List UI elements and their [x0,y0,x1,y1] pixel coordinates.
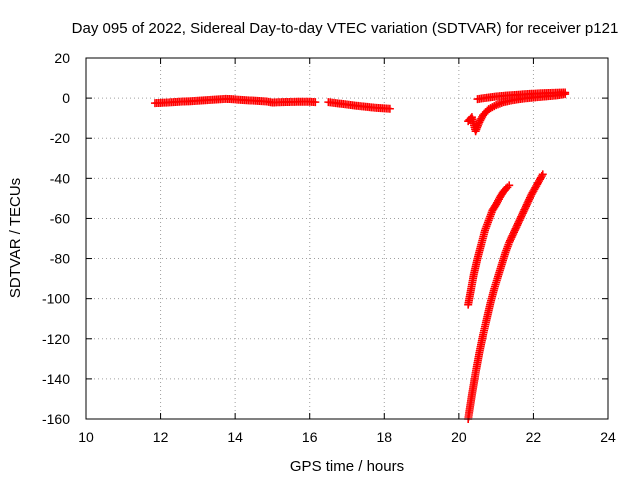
data-point [477,114,486,123]
x-tick-label: 24 [600,429,616,445]
y-tick-label: -80 [50,251,70,267]
x-tick-label: 12 [153,429,169,445]
y-tick-labels: 20 0 -20 -40 -60 -80 -100 -120 -140 -160 [42,50,70,427]
chart-title: Day 095 of 2022, Sidereal Day-to-day VTE… [72,20,619,37]
y-axis-label: SDTVAR / TECUs [7,178,24,298]
axis-ticks [85,57,609,420]
data-point [476,116,485,125]
x-tick-label: 16 [302,429,318,445]
data-point [492,200,501,209]
y-tick-label: 0 [62,90,70,106]
y-tick-label: -100 [42,291,70,307]
data-point [493,198,502,207]
series-2 [324,98,394,113]
grid [86,58,608,419]
x-tick-label: 14 [227,429,243,445]
data-point [561,88,570,97]
data-point [475,118,484,127]
series-5 [464,170,547,423]
y-tick-label: -160 [42,411,70,427]
y-tick-label: -60 [50,210,70,226]
data-point [494,196,503,205]
y-tick-label: -40 [50,170,70,186]
x-tick-label: 18 [376,429,392,445]
series-3 [464,88,570,136]
y-tick-label: -140 [42,371,70,387]
data-point [385,104,394,113]
x-tick-labels: 10 12 14 16 18 20 22 24 [78,429,616,445]
series-1 [150,94,320,108]
data-point [538,170,547,179]
x-tick-label: 10 [78,429,94,445]
plot-frame [85,57,609,420]
data-point [505,181,514,190]
y-tick-label: -120 [42,331,70,347]
y-tick-label: -20 [50,130,70,146]
data-series [150,88,570,423]
y-tick-label: 20 [54,50,70,66]
data-point [490,102,499,111]
data-point [311,98,320,107]
x-tick-label: 22 [526,429,542,445]
series-4 [464,181,514,309]
x-tick-label: 20 [451,429,467,445]
x-axis-label: GPS time / hours [290,458,404,475]
data-point [537,171,546,180]
